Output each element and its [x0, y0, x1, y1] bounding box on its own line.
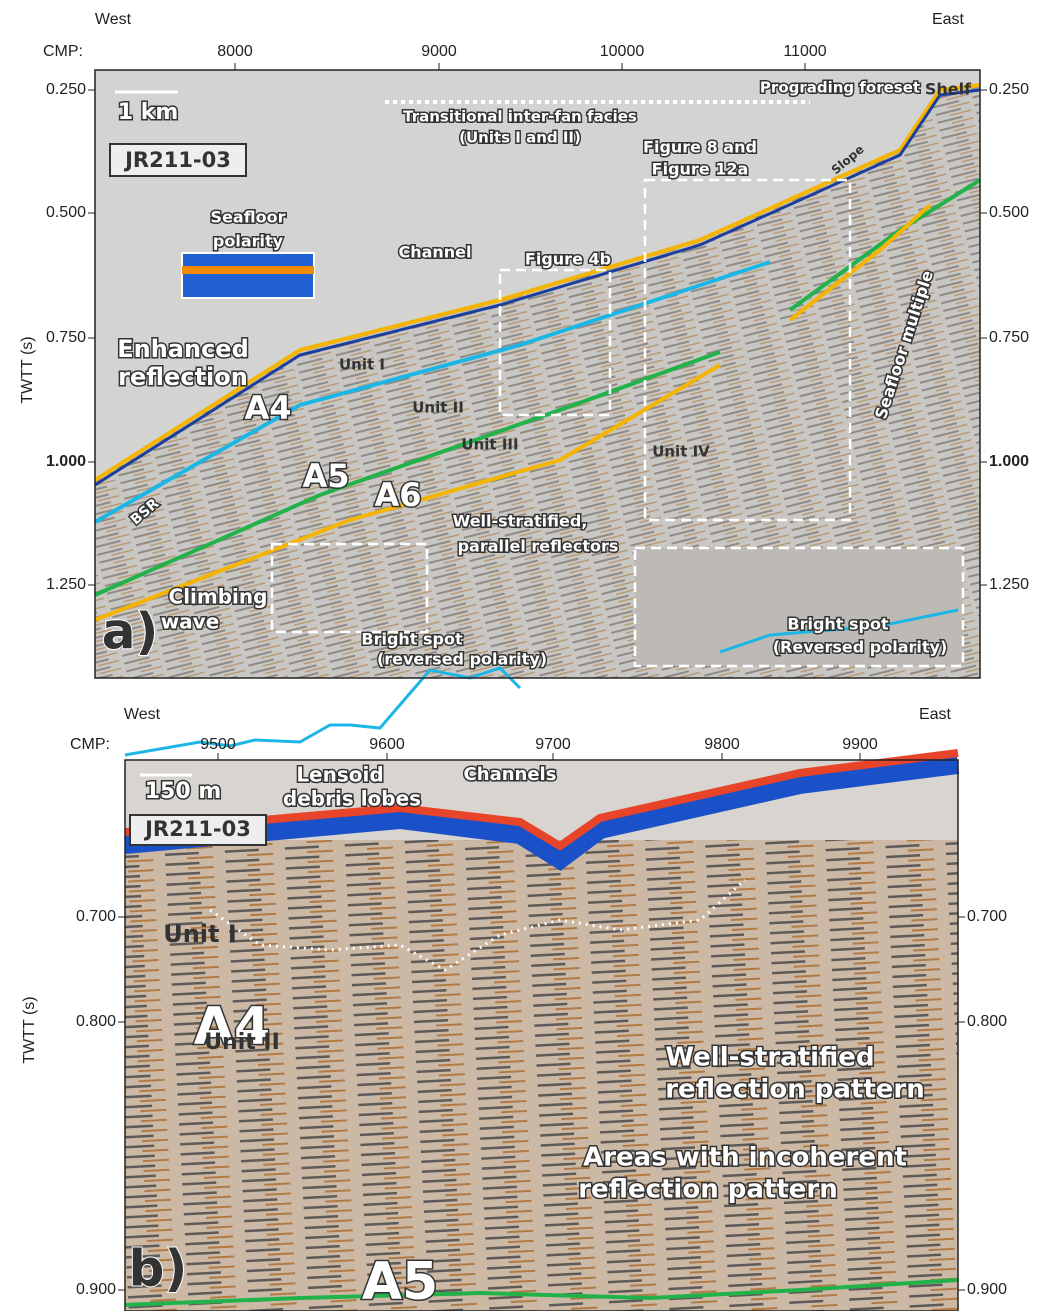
- east-label: East: [919, 706, 952, 723]
- annotation: Prograding foreset: [760, 79, 920, 97]
- east-label: East: [932, 11, 965, 28]
- annotation: wave: [161, 610, 220, 634]
- annotation: debris lobes: [283, 787, 421, 811]
- panel-label: a): [102, 603, 159, 661]
- x-tick-label: 10000: [600, 43, 645, 60]
- x-tick-label: 9800: [704, 736, 740, 753]
- scale-bar-label: 1 km: [118, 100, 179, 125]
- annotation: Shelf: [925, 80, 972, 99]
- cmp-label: CMP:: [70, 736, 110, 753]
- annotation: Well-stratified: [665, 1043, 874, 1073]
- figure: West East CMP: 8000 9000 10000 11000 0.250 0.250…: [0, 0, 1039, 1311]
- annotation: A5: [302, 457, 349, 495]
- x-tick-label: 8000: [217, 43, 253, 60]
- y-tick-label: 1.000: [46, 453, 86, 470]
- y-tick-label-right: 0.700: [967, 908, 1007, 925]
- annotation: Channel: [398, 243, 471, 262]
- annotation: Figure 8 and: [643, 138, 757, 157]
- panel-label: b): [129, 1240, 188, 1298]
- annotation: (reversed polarity): [377, 650, 547, 669]
- y-tick-label-right: 0.900: [967, 1281, 1007, 1298]
- y-tick-label: 0.900: [76, 1281, 116, 1298]
- y-tick-label-right: 0.750: [989, 329, 1029, 346]
- annotation: Seafloor: [211, 208, 286, 227]
- annotation: Figure 12a: [652, 160, 749, 179]
- y-tick-label: 0.250: [46, 81, 86, 98]
- annotation: A6: [374, 476, 421, 514]
- annotation: Unit I: [339, 356, 385, 374]
- annotation: Areas with incoherent: [583, 1143, 907, 1173]
- annotation: Figure 4b: [525, 250, 611, 269]
- y-tick-label: 1.250: [46, 576, 86, 593]
- annotation: polarity: [213, 232, 284, 251]
- y-tick-label: 0.700: [76, 908, 116, 925]
- annotation: Transitional inter-fan facies: [403, 108, 637, 126]
- x-tick-label: 9000: [421, 43, 457, 60]
- y-axis-label: TWTT (s): [19, 336, 36, 403]
- annotation: A4: [244, 389, 291, 427]
- x-tick-label: 9600: [369, 736, 405, 753]
- y-tick-label-right: 0.250: [989, 81, 1029, 98]
- y-tick-label-right: 1.250: [989, 576, 1029, 593]
- annotation: Enhanced: [117, 335, 249, 363]
- x-tick-label: 9900: [842, 736, 878, 753]
- annotation: (Units I and II): [459, 129, 581, 147]
- cmp-label: CMP:: [43, 43, 83, 60]
- y-tick-label-right: 0.500: [989, 204, 1029, 221]
- x-tick-label: 9500: [200, 736, 236, 753]
- inset-polarity-band: [182, 266, 314, 274]
- annotation: Unit III: [461, 436, 518, 454]
- annotation: reflection: [118, 363, 248, 391]
- line-id: JR211-03: [143, 817, 251, 841]
- annotation: parallel reflectors: [458, 537, 619, 556]
- y-tick-label-right: 1.000: [989, 453, 1029, 470]
- annotation: Well-stratified,: [453, 512, 588, 531]
- annotation: Bright spot: [787, 615, 889, 634]
- x-tick-label: 9700: [535, 736, 571, 753]
- annotation: Unit I: [163, 920, 237, 948]
- line-id: JR211-03: [123, 148, 231, 172]
- annotation: Bright spot: [361, 630, 463, 649]
- y-tick-label: 0.800: [76, 1013, 116, 1030]
- annotation: Lensoid: [296, 763, 383, 787]
- scale-bar-label: 150 m: [145, 779, 222, 804]
- y-axis-label: TWTT (s): [21, 996, 38, 1063]
- annotation: Climbing: [169, 585, 268, 609]
- annotation: Channels: [464, 764, 557, 785]
- annotation: (Reversed polarity): [773, 638, 948, 657]
- annotation: Unit IV: [652, 443, 710, 461]
- annotation: Unit II: [412, 399, 464, 417]
- y-tick-label-right: 0.800: [967, 1013, 1007, 1030]
- y-tick-label: 0.750: [46, 329, 86, 346]
- inset-polarity: [182, 253, 314, 298]
- annotation: Unit II: [204, 1030, 280, 1055]
- x-tick-label: 11000: [783, 43, 826, 60]
- annotation: A5: [362, 1252, 438, 1311]
- west-label: West: [95, 11, 132, 28]
- annotation: reflection pattern: [578, 1175, 838, 1205]
- y-tick-label: 0.500: [46, 204, 86, 221]
- west-label: West: [124, 706, 161, 723]
- annotation: reflection pattern: [665, 1075, 925, 1105]
